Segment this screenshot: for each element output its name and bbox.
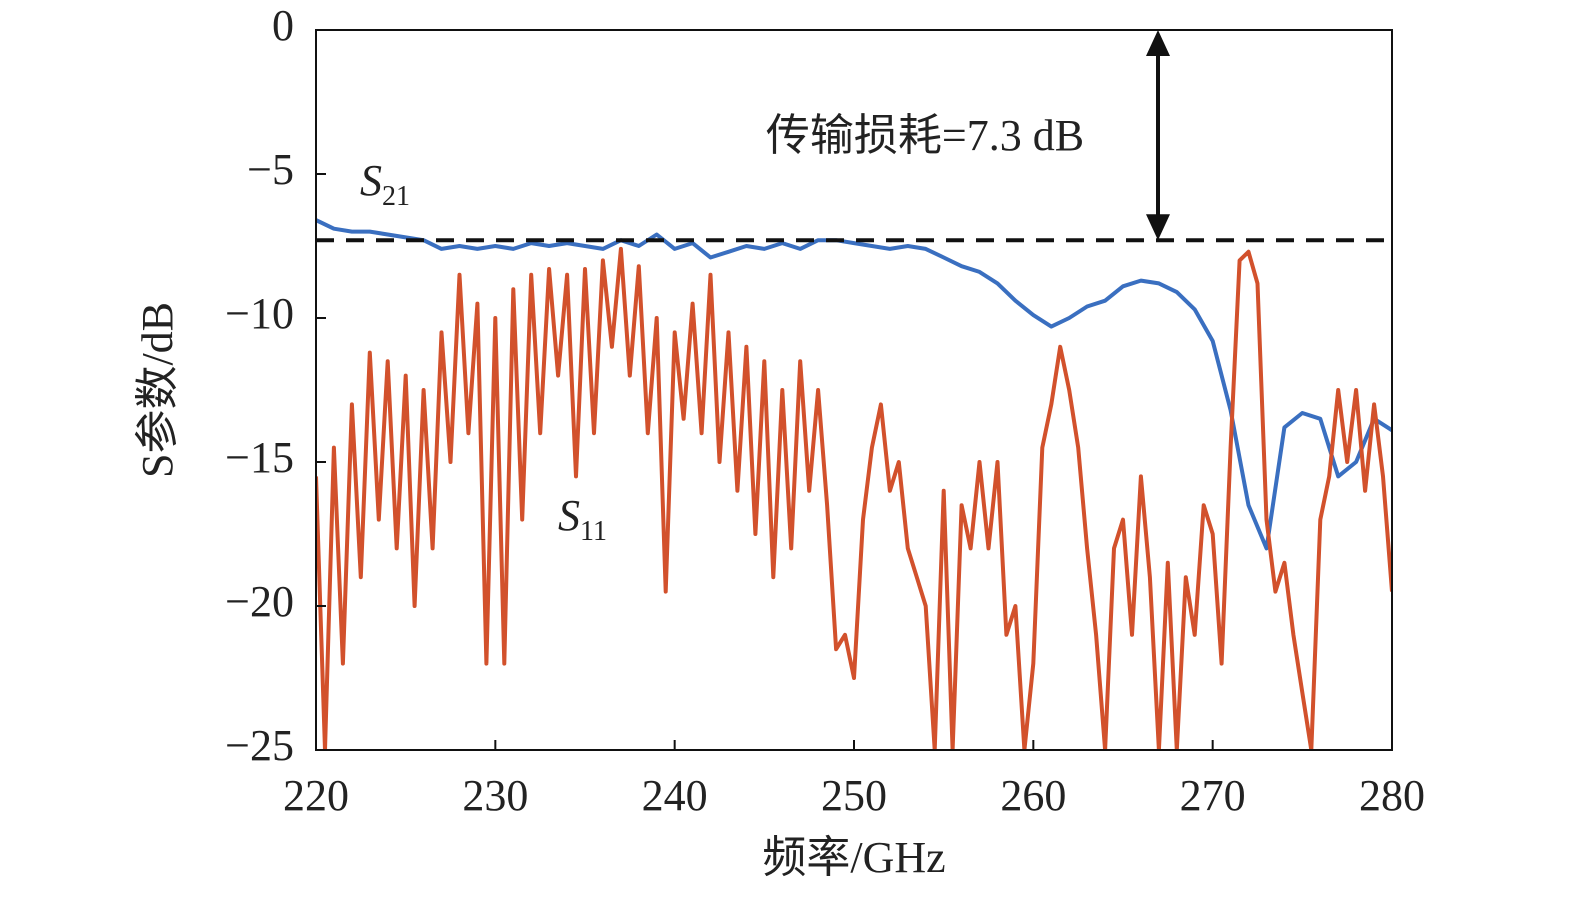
- series-line: [316, 246, 1392, 750]
- plot-area: [316, 218, 1392, 750]
- series-label: S11: [558, 491, 607, 547]
- y-tick-label: −15: [225, 433, 294, 482]
- x-tick-label: 280: [1359, 771, 1425, 820]
- y-tick-label: −20: [225, 577, 294, 626]
- x-tick-label: 270: [1180, 771, 1246, 820]
- arrow-head: [1146, 214, 1170, 241]
- x-tick-label: 230: [462, 771, 528, 820]
- y-tick-label: 0: [272, 1, 294, 50]
- arrow-head: [1146, 30, 1170, 56]
- x-tick-label: 240: [642, 771, 708, 820]
- y-tick-label: −10: [225, 289, 294, 338]
- x-tick-label: 250: [821, 771, 887, 820]
- x-tick-label: 260: [1000, 771, 1066, 820]
- y-tick-label: −25: [225, 721, 294, 770]
- x-axis-title: 频率/GHz: [762, 833, 945, 882]
- y-axis-title: S参数/dB: [133, 302, 182, 478]
- series-label: S21: [360, 156, 410, 212]
- annotation: 传输损耗=7.3 dB: [766, 111, 1084, 160]
- x-tick-label: 220: [283, 771, 349, 820]
- series-line: [316, 218, 1392, 551]
- y-tick-label: −5: [247, 145, 294, 194]
